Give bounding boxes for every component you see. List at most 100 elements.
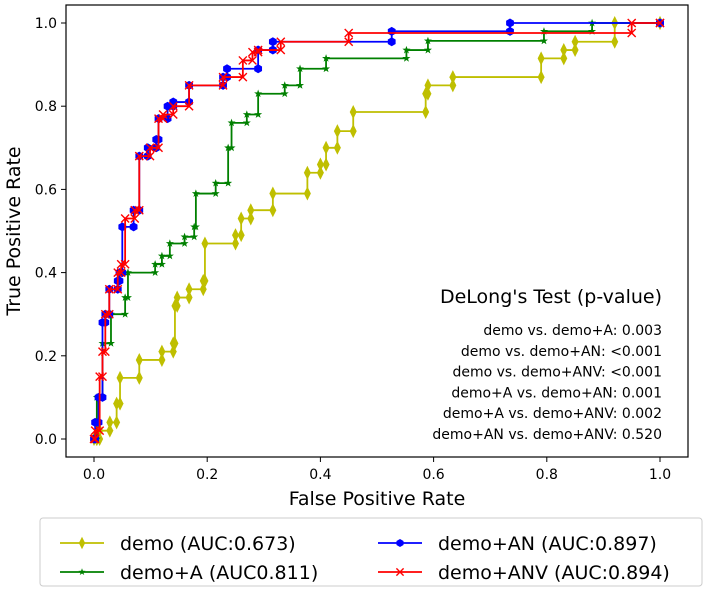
star-marker bbox=[191, 222, 200, 231]
x-marker bbox=[95, 426, 105, 436]
star-marker bbox=[254, 89, 263, 98]
y-tick-label: 0.2 bbox=[35, 349, 57, 365]
x-tick-label: 0.8 bbox=[536, 467, 558, 483]
diamond-marker bbox=[303, 165, 311, 180]
x-marker bbox=[627, 28, 637, 38]
star-marker bbox=[106, 339, 115, 347]
x-marker bbox=[100, 347, 110, 357]
star-marker bbox=[151, 260, 160, 268]
hexagon-marker bbox=[506, 18, 514, 28]
diamond-marker bbox=[422, 105, 430, 120]
hexagon-marker bbox=[129, 222, 138, 232]
series-3 bbox=[89, 18, 665, 444]
star-marker bbox=[191, 189, 200, 197]
x-marker bbox=[104, 284, 114, 294]
star-marker bbox=[190, 232, 199, 241]
x-marker bbox=[116, 259, 126, 269]
x-marker bbox=[253, 47, 263, 57]
diamond-marker bbox=[269, 203, 277, 218]
star-marker bbox=[280, 89, 289, 98]
x-marker bbox=[90, 434, 100, 444]
star-marker bbox=[157, 251, 166, 260]
diamond-marker bbox=[232, 236, 239, 251]
diamond-marker bbox=[158, 352, 166, 367]
x-tick-label: 0.2 bbox=[196, 467, 218, 483]
diamond-marker bbox=[611, 34, 619, 49]
diamond-marker bbox=[571, 43, 579, 58]
delong-line: demo+AN vs. demo+ANV: 0.520 bbox=[432, 427, 662, 443]
star-marker bbox=[322, 64, 331, 73]
diamond-marker bbox=[560, 51, 568, 66]
star-marker bbox=[123, 268, 132, 276]
series-0 bbox=[90, 16, 664, 446]
star-marker bbox=[423, 45, 432, 54]
star-marker bbox=[157, 260, 166, 268]
legend-label: demo+AN (AUC:0.897) bbox=[438, 533, 657, 555]
legend: demo (AUC:0.673) demo+A (AUC0.811) demo+AN… bbox=[60, 533, 670, 584]
legend-item: demo (AUC:0.673) bbox=[60, 533, 296, 555]
star-marker bbox=[224, 143, 233, 152]
hexagon-marker bbox=[396, 538, 404, 548]
star-marker bbox=[123, 293, 132, 301]
x-marker bbox=[247, 55, 257, 65]
x-marker bbox=[113, 284, 123, 294]
star-marker bbox=[280, 81, 289, 89]
x-marker bbox=[184, 101, 194, 111]
delong-title: DeLong's Test (p-value) bbox=[440, 286, 662, 308]
diamond-marker bbox=[349, 124, 357, 139]
star-marker bbox=[588, 27, 597, 35]
diamond-marker bbox=[106, 423, 114, 438]
diamond-marker bbox=[116, 396, 124, 411]
axes-frame bbox=[65, 4, 689, 458]
diamond-marker bbox=[537, 51, 545, 66]
delong-line: demo vs. demo+AN: <0.001 bbox=[461, 344, 662, 360]
delong-line: demo+A vs. demo+ANV: 0.002 bbox=[443, 406, 662, 422]
series-layer bbox=[89, 16, 665, 446]
star-marker bbox=[402, 54, 411, 62]
star-marker bbox=[322, 54, 331, 62]
diamond-marker bbox=[106, 415, 114, 430]
diamond-marker bbox=[113, 415, 121, 430]
diamond-marker bbox=[173, 290, 181, 305]
x-marker bbox=[655, 18, 665, 28]
delong-line: demo+A vs. demo+AN: 0.001 bbox=[451, 385, 662, 401]
diamond-marker bbox=[185, 282, 193, 297]
x-marker bbox=[100, 309, 110, 319]
star-marker bbox=[121, 293, 130, 301]
diamond-marker bbox=[78, 536, 86, 550]
diamond-marker bbox=[269, 186, 277, 201]
x-marker bbox=[120, 214, 130, 224]
diamond-marker bbox=[449, 70, 457, 85]
star-marker bbox=[242, 110, 251, 118]
diamond-marker bbox=[201, 236, 209, 251]
star-marker bbox=[242, 118, 251, 127]
hexagon-marker bbox=[387, 37, 396, 47]
diamond-marker bbox=[322, 157, 330, 172]
legend-box bbox=[39, 517, 703, 587]
x-marker bbox=[158, 114, 168, 124]
hexagon-marker bbox=[387, 26, 396, 36]
star-marker bbox=[180, 239, 189, 247]
x-marker bbox=[627, 18, 637, 28]
star-marker bbox=[78, 568, 86, 576]
x-marker bbox=[395, 567, 405, 577]
diamond-marker bbox=[449, 78, 457, 93]
diamond-marker bbox=[316, 157, 324, 172]
y-axis-label: True Positive Rate bbox=[3, 146, 25, 316]
ticks-layer: 0.0 0.2 0.4 0.6 0.8 1.0 0.0 0.2 0.4 0.6 0.8 1.0 bbox=[35, 16, 671, 483]
diamond-marker bbox=[333, 124, 341, 139]
star-marker bbox=[165, 251, 174, 260]
diamond-marker bbox=[560, 43, 568, 58]
x-marker bbox=[276, 45, 286, 55]
diamond-marker bbox=[135, 352, 143, 367]
diamond-marker bbox=[247, 203, 255, 218]
star-marker bbox=[211, 189, 220, 197]
diamond-marker bbox=[424, 78, 432, 93]
star-marker bbox=[224, 178, 233, 187]
diamond-marker bbox=[537, 70, 545, 85]
diamond-marker bbox=[316, 165, 324, 180]
x-marker bbox=[238, 55, 248, 65]
star-marker bbox=[296, 64, 305, 73]
hexagon-marker bbox=[268, 37, 277, 47]
x-marker bbox=[145, 143, 155, 153]
